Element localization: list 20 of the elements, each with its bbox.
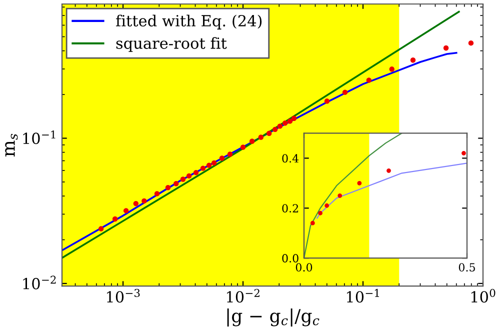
x-tick-label: 0.5 xyxy=(458,263,475,272)
x-tick-label: 10$^{0}$ xyxy=(471,288,496,303)
x-tick-label: 10$^{−2}$ xyxy=(227,288,260,303)
line-series xyxy=(316,162,467,219)
point xyxy=(318,210,322,216)
y-tick-label: 0.4 xyxy=(282,154,299,163)
x-axis-title: |g − g$_{c}$|/g$_{c}$ xyxy=(227,308,320,327)
point xyxy=(324,203,330,208)
x-tick-label: 10$^{−3}$ xyxy=(107,288,140,303)
x-tick-label: 10$^{−1}$ xyxy=(347,288,379,303)
y-axis-title: m$_{s}$ xyxy=(5,134,18,157)
point xyxy=(338,193,342,198)
y-tick-label: 0.0 xyxy=(282,254,298,262)
legend-label: square-root fit xyxy=(116,37,227,52)
point xyxy=(357,180,362,186)
point xyxy=(462,150,466,156)
point xyxy=(386,168,391,173)
legend-label: fitted with Eq. (24) xyxy=(116,14,262,30)
point xyxy=(310,220,315,226)
y-tick-label: 0.2 xyxy=(282,204,298,213)
